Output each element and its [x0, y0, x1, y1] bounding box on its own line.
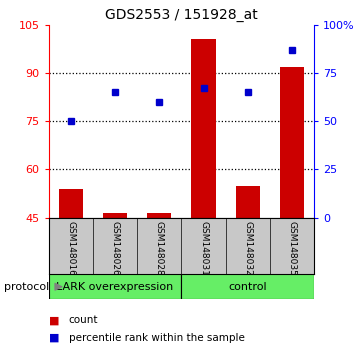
Text: ■: ■ [49, 315, 59, 325]
Text: count: count [69, 315, 98, 325]
Text: GSM148016: GSM148016 [66, 221, 75, 275]
Bar [191, 39, 216, 218]
Text: control: control [229, 282, 267, 292]
Text: GSM148026: GSM148026 [110, 221, 119, 275]
Bar [147, 213, 171, 218]
Text: ■: ■ [49, 333, 59, 343]
Title: GDS2553 / 151928_at: GDS2553 / 151928_at [105, 8, 258, 22]
Text: GSM148035: GSM148035 [287, 221, 296, 275]
Text: percentile rank within the sample: percentile rank within the sample [69, 333, 244, 343]
Bar [49, 274, 181, 299]
Bar [59, 189, 83, 218]
Text: GSM148031: GSM148031 [199, 221, 208, 275]
Text: protocol: protocol [4, 282, 49, 292]
Text: GSM148028: GSM148028 [155, 221, 164, 275]
Text: LARK overexpression: LARK overexpression [56, 282, 174, 292]
Bar [181, 274, 314, 299]
Text: GSM148032: GSM148032 [243, 221, 252, 275]
Bar [236, 185, 260, 218]
Bar [280, 67, 304, 218]
Bar [103, 213, 127, 218]
